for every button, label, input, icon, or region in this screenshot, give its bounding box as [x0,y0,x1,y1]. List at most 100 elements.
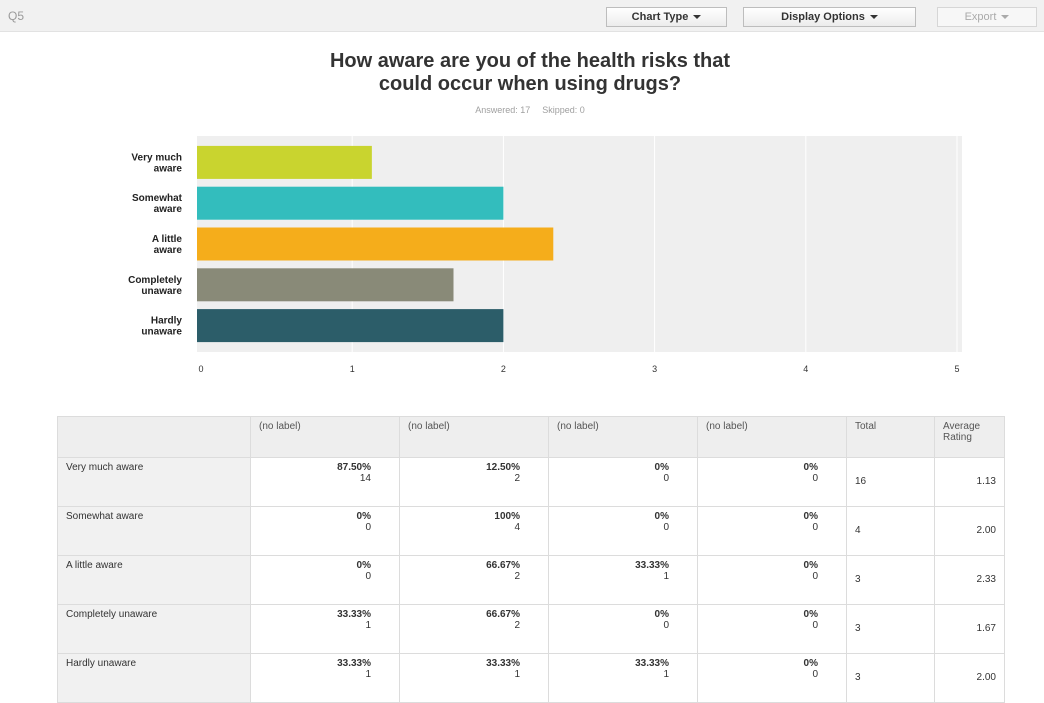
response-cell: 0% 0 [250,555,400,605]
cell-count: 14 [359,473,371,484]
x-tick-label: 3 [652,364,657,374]
bar [197,186,504,220]
column-header: (no label) [697,416,847,458]
row-average-rating: 2.00 [934,653,1005,703]
response-cell: 66.67% 2 [399,604,549,654]
export-button[interactable]: Export [937,7,1037,27]
cell-percent: 100% [494,511,520,522]
cell-count: 2 [514,473,520,484]
table-row: Somewhat aware 0% 0 100% 4 0% 0 0% 0 4 2.00 [57,506,1005,556]
question-toolbar: Q5 Chart Type Display Options Export [0,0,1044,32]
response-cell: 0% 0 [548,506,698,556]
chart-type-label: Chart Type [631,11,689,23]
row-total: 3 [846,555,935,605]
bar [197,145,372,179]
chart-type-button[interactable]: Chart Type [606,7,727,27]
cell-count: 0 [812,620,818,631]
column-header: (no label) [250,416,400,458]
cell-percent: 0% [803,560,818,571]
response-cell: 33.33% 1 [250,653,400,703]
response-cell: 87.50% 14 [250,457,400,507]
column-header: (no label) [548,416,698,458]
response-cell: 66.67% 2 [399,555,549,605]
skipped-count: Skipped: 0 [542,105,585,115]
bar [197,268,454,302]
cell-count: 1 [365,669,371,680]
table-row: Very much aware 87.50% 14 12.50% 2 0% 0 0% 0 16 1.… [57,457,1005,507]
cell-count: 0 [812,522,818,533]
cell-count: 0 [663,620,669,631]
cell-count: 0 [663,522,669,533]
cell-count: 2 [514,571,520,582]
cell-percent: 0% [803,511,818,522]
cell-count: 0 [812,669,818,680]
category-label: Hardly unaware [141,316,182,338]
response-cell: 33.33% 1 [548,653,698,703]
chevron-down-icon [693,15,702,20]
response-summary: Answered: 17 Skipped: 0 [380,105,680,115]
row-label: Completely unaware [57,604,251,654]
table-row: Completely unaware 33.33% 1 66.67% 2 0% 0 0% 0 3 1… [57,604,1005,654]
x-tick-label: 1 [350,364,355,374]
cell-percent: 0% [654,609,669,620]
results-table: (no label) (no label) (no label) (no label)… [57,416,1005,703]
row-label: Somewhat aware [57,506,251,556]
response-cell: 33.33% 1 [399,653,549,703]
cell-percent: 0% [356,511,371,522]
cell-percent: 66.67% [486,560,520,571]
cell-count: 2 [514,620,520,631]
table-row: Hardly unaware 33.33% 1 33.33% 1 33.33% 1 0% 0 3 2… [57,653,1005,703]
cell-count: 1 [663,669,669,680]
category-label: Very much aware [131,152,182,174]
answered-count: Answered: 17 [475,105,531,115]
cell-percent: 0% [803,462,818,473]
cell-percent: 33.33% [635,658,669,669]
display-options-button[interactable]: Display Options [743,7,916,27]
x-tick-label: 5 [954,364,959,374]
cell-count: 0 [812,571,818,582]
response-cell: 0% 0 [697,555,847,605]
cell-count: 4 [514,522,520,533]
cell-percent: 0% [803,658,818,669]
row-label: A little aware [57,555,251,605]
x-tick-label: 0 [198,364,203,374]
question-title-line2: could occur when using drugs? [378,73,682,95]
export-label: Export [964,11,997,23]
row-average-rating: 2.33 [934,555,1005,605]
response-cell: 100% 4 [399,506,549,556]
question-title-line1: How aware are you of the health risks th… [329,50,731,72]
response-cell: 33.33% 1 [548,555,698,605]
cell-count: 0 [365,571,371,582]
bar-chart: 0 1 2 3 4 5 Very much aware Somewhat aware A littl… [128,136,962,374]
category-label: A little aware [152,234,183,256]
cell-percent: 0% [356,560,371,571]
row-total: 16 [846,457,935,507]
row-average-rating: 1.67 [934,604,1005,654]
table-row: A little aware 0% 0 66.67% 2 33.33% 1 0% 0 3 2.33 [57,555,1005,605]
cell-percent: 0% [654,462,669,473]
response-cell: 12.50% 2 [399,457,549,507]
table-header-row: (no label) (no label) (no label) (no label)… [57,416,1005,458]
row-total: 3 [846,653,935,703]
row-total: 3 [846,604,935,654]
column-header: Total [846,416,935,458]
cell-percent: 33.33% [337,658,371,669]
response-cell: 0% 0 [250,506,400,556]
row-average-rating: 2.00 [934,506,1005,556]
cell-percent: 33.33% [337,609,371,620]
response-cell: 0% 0 [697,653,847,703]
row-average-rating: 1.13 [934,457,1005,507]
cell-count: 1 [365,620,371,631]
cell-count: 1 [663,571,669,582]
chevron-down-icon [1001,15,1010,20]
bar [197,227,554,261]
category-label: Somewhat aware [132,193,183,215]
category-label: Completely unaware [128,275,182,297]
cell-percent: 87.50% [337,462,371,473]
response-cell: 33.33% 1 [250,604,400,654]
response-cell: 0% 0 [697,604,847,654]
question-number: Q5 [8,9,25,23]
bar [197,309,504,343]
cell-count: 0 [812,473,818,484]
x-tick-label: 4 [803,364,808,374]
